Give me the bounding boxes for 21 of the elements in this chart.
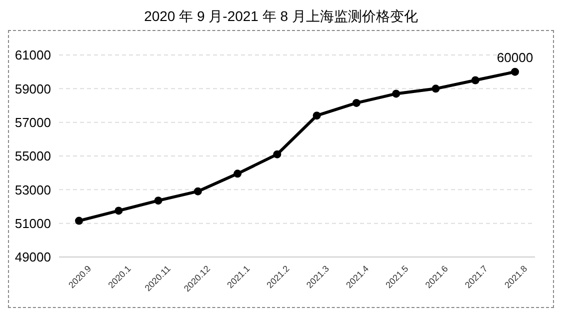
point [75, 216, 83, 225]
point [352, 98, 360, 107]
data-label: 60000 [496, 50, 534, 65]
point [471, 76, 480, 84]
y-tick-label: 61000 [14, 48, 51, 63]
y-tick-label: 57000 [14, 114, 51, 130]
point [312, 112, 321, 120]
y-tick-label: 55000 [14, 148, 51, 164]
point [511, 68, 519, 76]
y-tick-label: 49000 [14, 250, 51, 265]
point [432, 84, 440, 93]
y-tick-label: 53000 [14, 182, 51, 198]
point [273, 150, 282, 158]
point [392, 90, 400, 98]
point [234, 170, 242, 178]
point [154, 196, 162, 205]
point [194, 187, 202, 196]
y-tick-label: 59000 [14, 81, 51, 96]
point [114, 206, 123, 215]
y-tick-label: 51000 [14, 216, 51, 231]
chart-title: 2020 年 9 月-2021 年 8 月上海监测价格变化 [143, 8, 419, 26]
